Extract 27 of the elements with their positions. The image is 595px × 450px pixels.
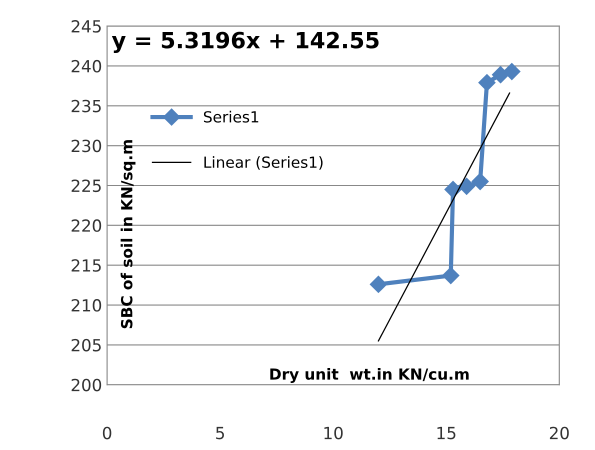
point: [492, 66, 510, 84]
y-axis-title: SBC of soil in KN/sq.m: [120, 140, 136, 328]
y-tick-label: 210: [72, 299, 102, 312]
legend-label: Series1: [204, 110, 258, 123]
y-tick-label: 235: [72, 100, 101, 112]
y-tick-label: 230: [72, 140, 102, 152]
point: [442, 267, 460, 284]
y-tick-label: 240: [72, 60, 102, 73]
point: [458, 178, 476, 195]
x-tick-label: 5: [216, 426, 224, 440]
y-tick-label: 215: [72, 259, 101, 272]
y-tick-label: 200: [72, 378, 102, 392]
y-tick-label: 205: [72, 338, 101, 352]
point: [370, 276, 387, 293]
y-tick-label: 225: [72, 179, 101, 192]
x-axis-title: Dry unit wt.in KN/cu.m: [270, 368, 469, 383]
point: [472, 172, 489, 190]
legend-label: Linear (Series1): [204, 156, 323, 170]
point: [478, 74, 496, 92]
x-tick-label: 15: [437, 426, 456, 440]
annotation: y = 5.3196x + 142.55: [112, 32, 379, 53]
x-tick-label: 20: [550, 426, 569, 440]
y-tick-label: 220: [72, 219, 102, 232]
point: [503, 62, 520, 80]
x-tick-label: 10: [324, 426, 343, 440]
y-tick-label: 245: [72, 20, 101, 33]
x-tick-label: 0: [102, 426, 112, 440]
